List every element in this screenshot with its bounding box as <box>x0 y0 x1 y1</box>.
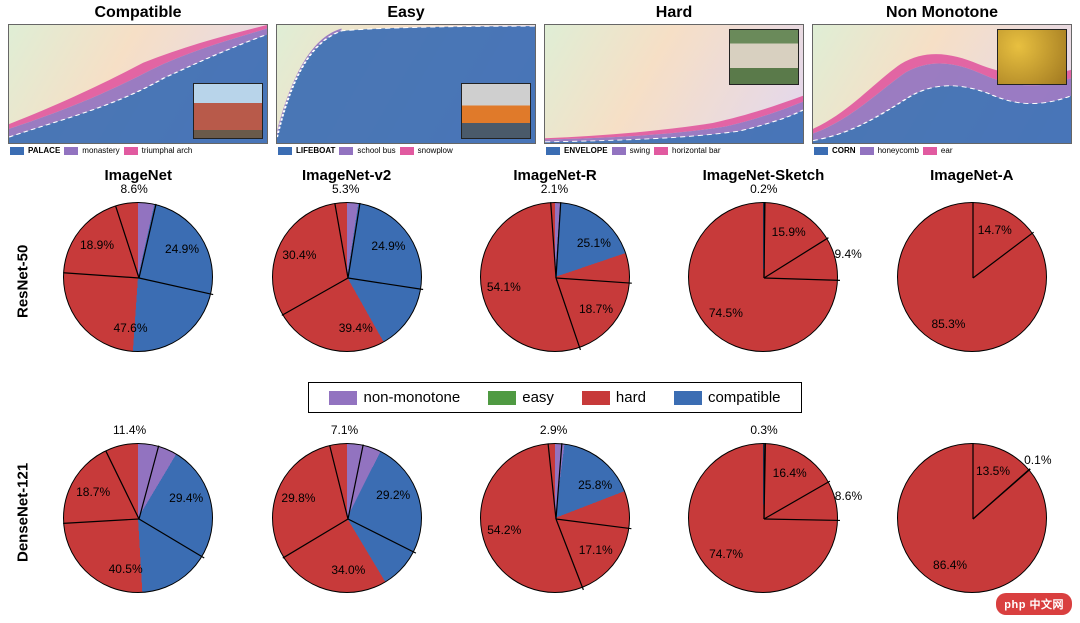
pie-slice-label: 40.5% <box>109 562 143 576</box>
pie-slice-label: 2.9% <box>540 423 567 437</box>
legend-item: easy <box>488 389 554 406</box>
pie-slice-label: 25.1% <box>577 236 611 250</box>
legend-label: CORN <box>832 146 856 155</box>
area-plot <box>276 24 536 144</box>
area-title: Compatible <box>94 4 181 22</box>
pie-slice-label: 16.4% <box>773 466 807 480</box>
pie-slice-label: 18.9% <box>80 238 114 252</box>
pie-chart: 8.6%24.9%47.6%18.9% <box>38 192 238 362</box>
legend-label: triumphal arch <box>142 146 193 155</box>
example-thumbnail <box>729 29 799 85</box>
area-plot <box>8 24 268 144</box>
pie-chart: 13.5% 0.1% 86.4% <box>872 433 1072 603</box>
pie-slice-label: 25.8% <box>578 478 612 492</box>
example-thumbnail <box>997 29 1067 85</box>
area-chart-1: Easy LIFEBOAT school bus snowplow <box>276 4 536 155</box>
legend-label: ENVELOPE <box>564 146 608 155</box>
pie-slice-label: 54.2% <box>487 523 521 537</box>
pie-slice-label: 86.4% <box>933 558 967 572</box>
pie-slice-label: 85.3% <box>931 317 965 331</box>
area-chart-2: Hard ENVELOPE swing horizontal bar <box>544 4 804 155</box>
pie-slice-label: 29.8% <box>281 491 315 505</box>
pie-slice-label: 17.1% <box>579 543 613 557</box>
pie-slice-label: 14.7% <box>978 223 1012 237</box>
example-thumbnail <box>193 83 263 139</box>
pie-chart: 0.2%15.9%9.4%74.5% <box>663 192 863 362</box>
pie-slice-label: 0.3% <box>750 423 777 437</box>
pie-slice-label: 8.6% <box>835 489 862 503</box>
pie-slice-label: 13.5% <box>976 464 1010 478</box>
pie-slice-label: 47.6% <box>113 321 147 335</box>
legend-label: snowplow <box>418 146 453 155</box>
area-legend: ENVELOPE swing horizontal bar <box>544 146 804 155</box>
legend-label: horizontal bar <box>672 146 720 155</box>
legend-label: swing <box>630 146 650 155</box>
legend-item: non-monotone <box>329 389 460 406</box>
area-title: Non Monotone <box>886 4 998 22</box>
legend-item: compatible <box>674 389 781 406</box>
legend-label: monastery <box>82 146 119 155</box>
area-legend: LIFEBOAT school bus snowplow <box>276 146 536 155</box>
pie-chart: 2.1%25.1%18.7%54.1% <box>455 192 655 362</box>
pie-slice-label: 29.2% <box>376 488 410 502</box>
area-title: Easy <box>387 4 424 22</box>
legend-label: school bus <box>357 146 395 155</box>
area-plot <box>544 24 804 144</box>
pie-chart: 14.7% 85.3% <box>872 192 1072 362</box>
area-chart-3: Non Monotone CORN honeycomb ear <box>812 4 1072 155</box>
pie-slice-label: 18.7% <box>76 485 110 499</box>
area-legend: CORN honeycomb ear <box>812 146 1072 155</box>
legend-label: hard <box>616 389 646 406</box>
legend-label: LIFEBOAT <box>296 146 335 155</box>
pie-row-label: DenseNet-121 <box>8 422 38 603</box>
pie-slice-label: 0.1% <box>1024 453 1051 467</box>
pie-slice-label: 34.0% <box>331 563 365 577</box>
area-title: Hard <box>656 4 692 22</box>
pie-slice-label: 30.4% <box>282 248 316 262</box>
pie-slice-label: 7.1% <box>331 423 358 437</box>
pie-slice-label: 74.5% <box>709 306 743 320</box>
pie-column-header: ImageNet-A <box>872 167 1072 184</box>
legend-item: hard <box>582 389 646 406</box>
pie-slice-label: 8.6% <box>120 182 147 196</box>
pie-slice-label: 9.4% <box>834 247 861 261</box>
pie-chart: 11.4%29.4%40.5%18.7% <box>38 433 238 603</box>
pie-slice-label: 24.9% <box>371 239 405 253</box>
pie-chart: 2.9%25.8%17.1%54.2% <box>455 433 655 603</box>
pie-slice-label: 74.7% <box>709 547 743 561</box>
pie-chart: 0.3%16.4%8.6%74.7% <box>663 433 863 603</box>
pie-slice-label: 15.9% <box>772 225 806 239</box>
pie-slice-label: 2.1% <box>541 182 568 196</box>
pie-slice-label: 11.4% <box>113 423 146 437</box>
pie-slice-label: 18.7% <box>579 302 613 316</box>
area-chart-0: Compatible PALACE monastery triumphal arch <box>8 4 268 155</box>
pie-slice-label: 54.1% <box>487 280 521 294</box>
area-plot <box>812 24 1072 144</box>
area-legend: PALACE monastery triumphal arch <box>8 146 268 155</box>
example-thumbnail <box>461 83 531 139</box>
main-legend: non-monotone easy hard compatible <box>308 382 801 413</box>
pie-slice-label: 5.3% <box>332 182 359 196</box>
legend-label: PALACE <box>28 146 60 155</box>
legend-label: honeycomb <box>878 146 919 155</box>
watermark-badge: php 中文网 <box>996 593 1072 615</box>
pie-slice-label: 39.4% <box>339 321 373 335</box>
pie-slice-label: 24.9% <box>165 242 199 256</box>
pie-chart: 7.1%29.2%34.0%29.8% <box>246 433 446 603</box>
legend-label: easy <box>522 389 554 406</box>
pie-slice-label: 29.4% <box>169 491 203 505</box>
legend-label: non-monotone <box>363 389 460 406</box>
pie-row-label: ResNet-50 <box>8 191 38 372</box>
legend-label: ear <box>941 146 953 155</box>
legend-label: compatible <box>708 389 781 406</box>
pie-chart: 5.3%24.9%39.4%30.4% <box>246 192 446 362</box>
pie-slice-label: 0.2% <box>750 182 777 196</box>
